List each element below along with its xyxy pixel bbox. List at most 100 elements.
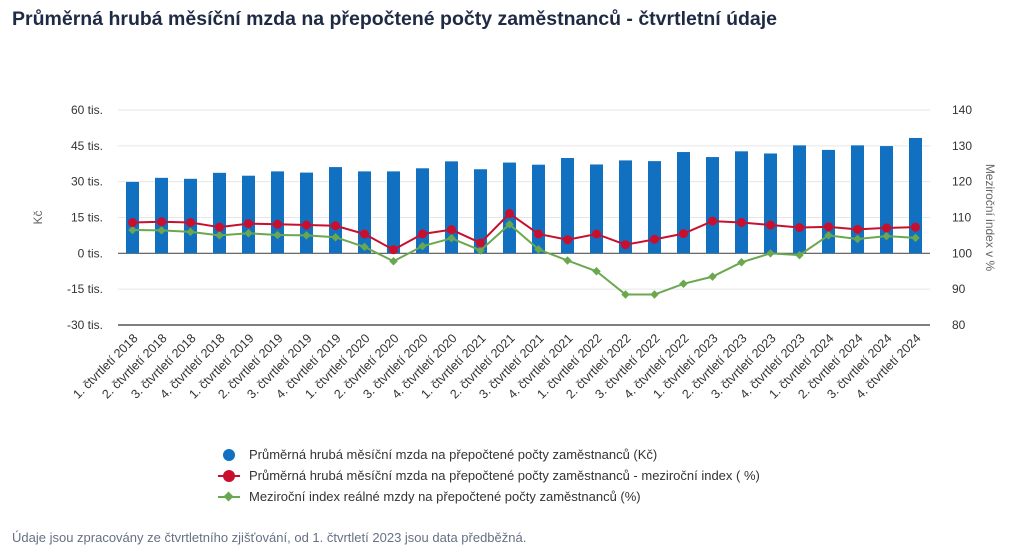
data-point <box>911 222 920 232</box>
data-point <box>650 234 659 244</box>
page-title: Průměrná hrubá měsíční mzda na přepočten… <box>12 8 778 30</box>
data-point <box>418 241 427 251</box>
data-point <box>360 242 369 252</box>
y-left-tick-label: -15 tis. <box>67 282 103 296</box>
bar <box>648 161 661 254</box>
data-point <box>244 219 253 229</box>
y-left-tick-label: 45 tis. <box>71 139 103 153</box>
data-point <box>708 272 717 281</box>
data-point <box>853 224 862 234</box>
data-point <box>273 230 282 240</box>
series-line <box>132 212 916 251</box>
legend-label-real-index: Meziroční index reálné mzdy na přepočten… <box>249 489 641 504</box>
y-left-axis-title: Kč <box>31 210 45 224</box>
data-point <box>447 225 456 235</box>
y-right-tick-label: 110 <box>952 211 971 225</box>
legend-item-real-index[interactable]: Meziroční index reálné mzdy na přepočten… <box>218 486 760 507</box>
data-point <box>244 229 253 238</box>
data-point <box>708 216 717 226</box>
bar <box>735 151 748 254</box>
data-point <box>302 220 311 230</box>
bar <box>590 164 603 254</box>
y-right-tick-label: 90 <box>952 282 966 296</box>
legend-real-marker-icon <box>218 489 244 505</box>
y-left-tick-label: 15 tis. <box>71 211 103 225</box>
data-point <box>215 222 224 232</box>
data-point <box>331 221 340 231</box>
data-point <box>418 229 427 239</box>
data-point <box>563 235 572 245</box>
bar <box>271 171 284 254</box>
y-right-tick-label: 130 <box>952 139 972 153</box>
data-point <box>128 225 137 235</box>
footnote: Údaje jsou zpracovány ze čtvrtletního zj… <box>12 530 527 545</box>
legend-label-bars: Průměrná hrubá měsíční mzda na přepočten… <box>249 447 658 462</box>
data-point <box>737 258 746 267</box>
legend-bar-marker-icon <box>218 447 244 463</box>
y-left-tick-label: 30 tis. <box>71 175 103 189</box>
bar <box>387 171 400 254</box>
y-left-tick-label: 60 tis. <box>71 103 103 117</box>
data-point <box>505 220 514 229</box>
data-point <box>737 218 746 228</box>
data-point <box>679 279 688 289</box>
data-point <box>505 209 514 219</box>
data-point <box>331 232 340 242</box>
data-point <box>824 222 833 232</box>
y-left-tick-label: 0 tis. <box>78 246 103 260</box>
data-point <box>360 229 369 239</box>
data-point <box>157 217 166 227</box>
legend-label-nominal-index: Průměrná hrubá měsíční mzda na přepočten… <box>249 468 760 483</box>
y-right-tick-label: 140 <box>952 103 972 117</box>
data-point <box>882 223 891 233</box>
y-right-tick-label: 120 <box>952 175 972 189</box>
legend-item-bars[interactable]: Průměrná hrubá měsíční mzda na přepočten… <box>218 444 760 465</box>
legend-nominal-marker-icon <box>218 468 244 484</box>
data-point <box>302 231 311 240</box>
legend-item-nominal-index[interactable]: Průměrná hrubá měsíční mzda na přepočten… <box>218 465 760 486</box>
data-point <box>766 220 775 230</box>
data-point <box>389 256 398 266</box>
bar <box>764 153 777 254</box>
bar <box>561 158 574 254</box>
bar <box>300 172 313 254</box>
bar <box>155 177 168 254</box>
chart: 60 tis. 45 tis. 30 tis. 15 tis. 0 tis. -15 ti… <box>31 103 997 402</box>
data-point <box>273 219 282 229</box>
data-point <box>128 218 137 228</box>
bar <box>677 152 690 254</box>
bar <box>793 145 806 254</box>
data-point <box>592 267 601 276</box>
data-point <box>447 234 456 243</box>
data-point <box>563 256 572 265</box>
data-point <box>186 218 195 228</box>
bar <box>416 168 429 254</box>
data-point <box>650 290 659 299</box>
data-point <box>157 226 166 235</box>
bar <box>329 167 342 254</box>
data-point <box>215 231 224 240</box>
data-point <box>621 240 630 250</box>
bar <box>532 164 545 254</box>
bar <box>706 157 719 254</box>
data-point <box>592 229 601 239</box>
bar <box>358 171 371 254</box>
data-point <box>795 223 804 233</box>
data-point <box>389 245 398 255</box>
bar <box>184 178 197 254</box>
data-point <box>679 229 688 239</box>
bar <box>474 169 487 254</box>
bar <box>126 181 139 254</box>
data-point <box>621 290 630 299</box>
legend: Průměrná hrubá měsíční mzda na přepočten… <box>218 444 760 507</box>
bar <box>213 172 226 254</box>
data-point <box>476 246 485 255</box>
bar <box>619 160 632 254</box>
bar <box>242 175 255 254</box>
y-right-tick-label: 80 <box>952 318 966 332</box>
data-point <box>534 229 543 239</box>
y-right-tick-label: 100 <box>952 246 972 260</box>
data-point <box>476 238 485 248</box>
y-right-axis-title: Meziroční index v % <box>983 164 997 272</box>
series-line <box>132 222 916 296</box>
